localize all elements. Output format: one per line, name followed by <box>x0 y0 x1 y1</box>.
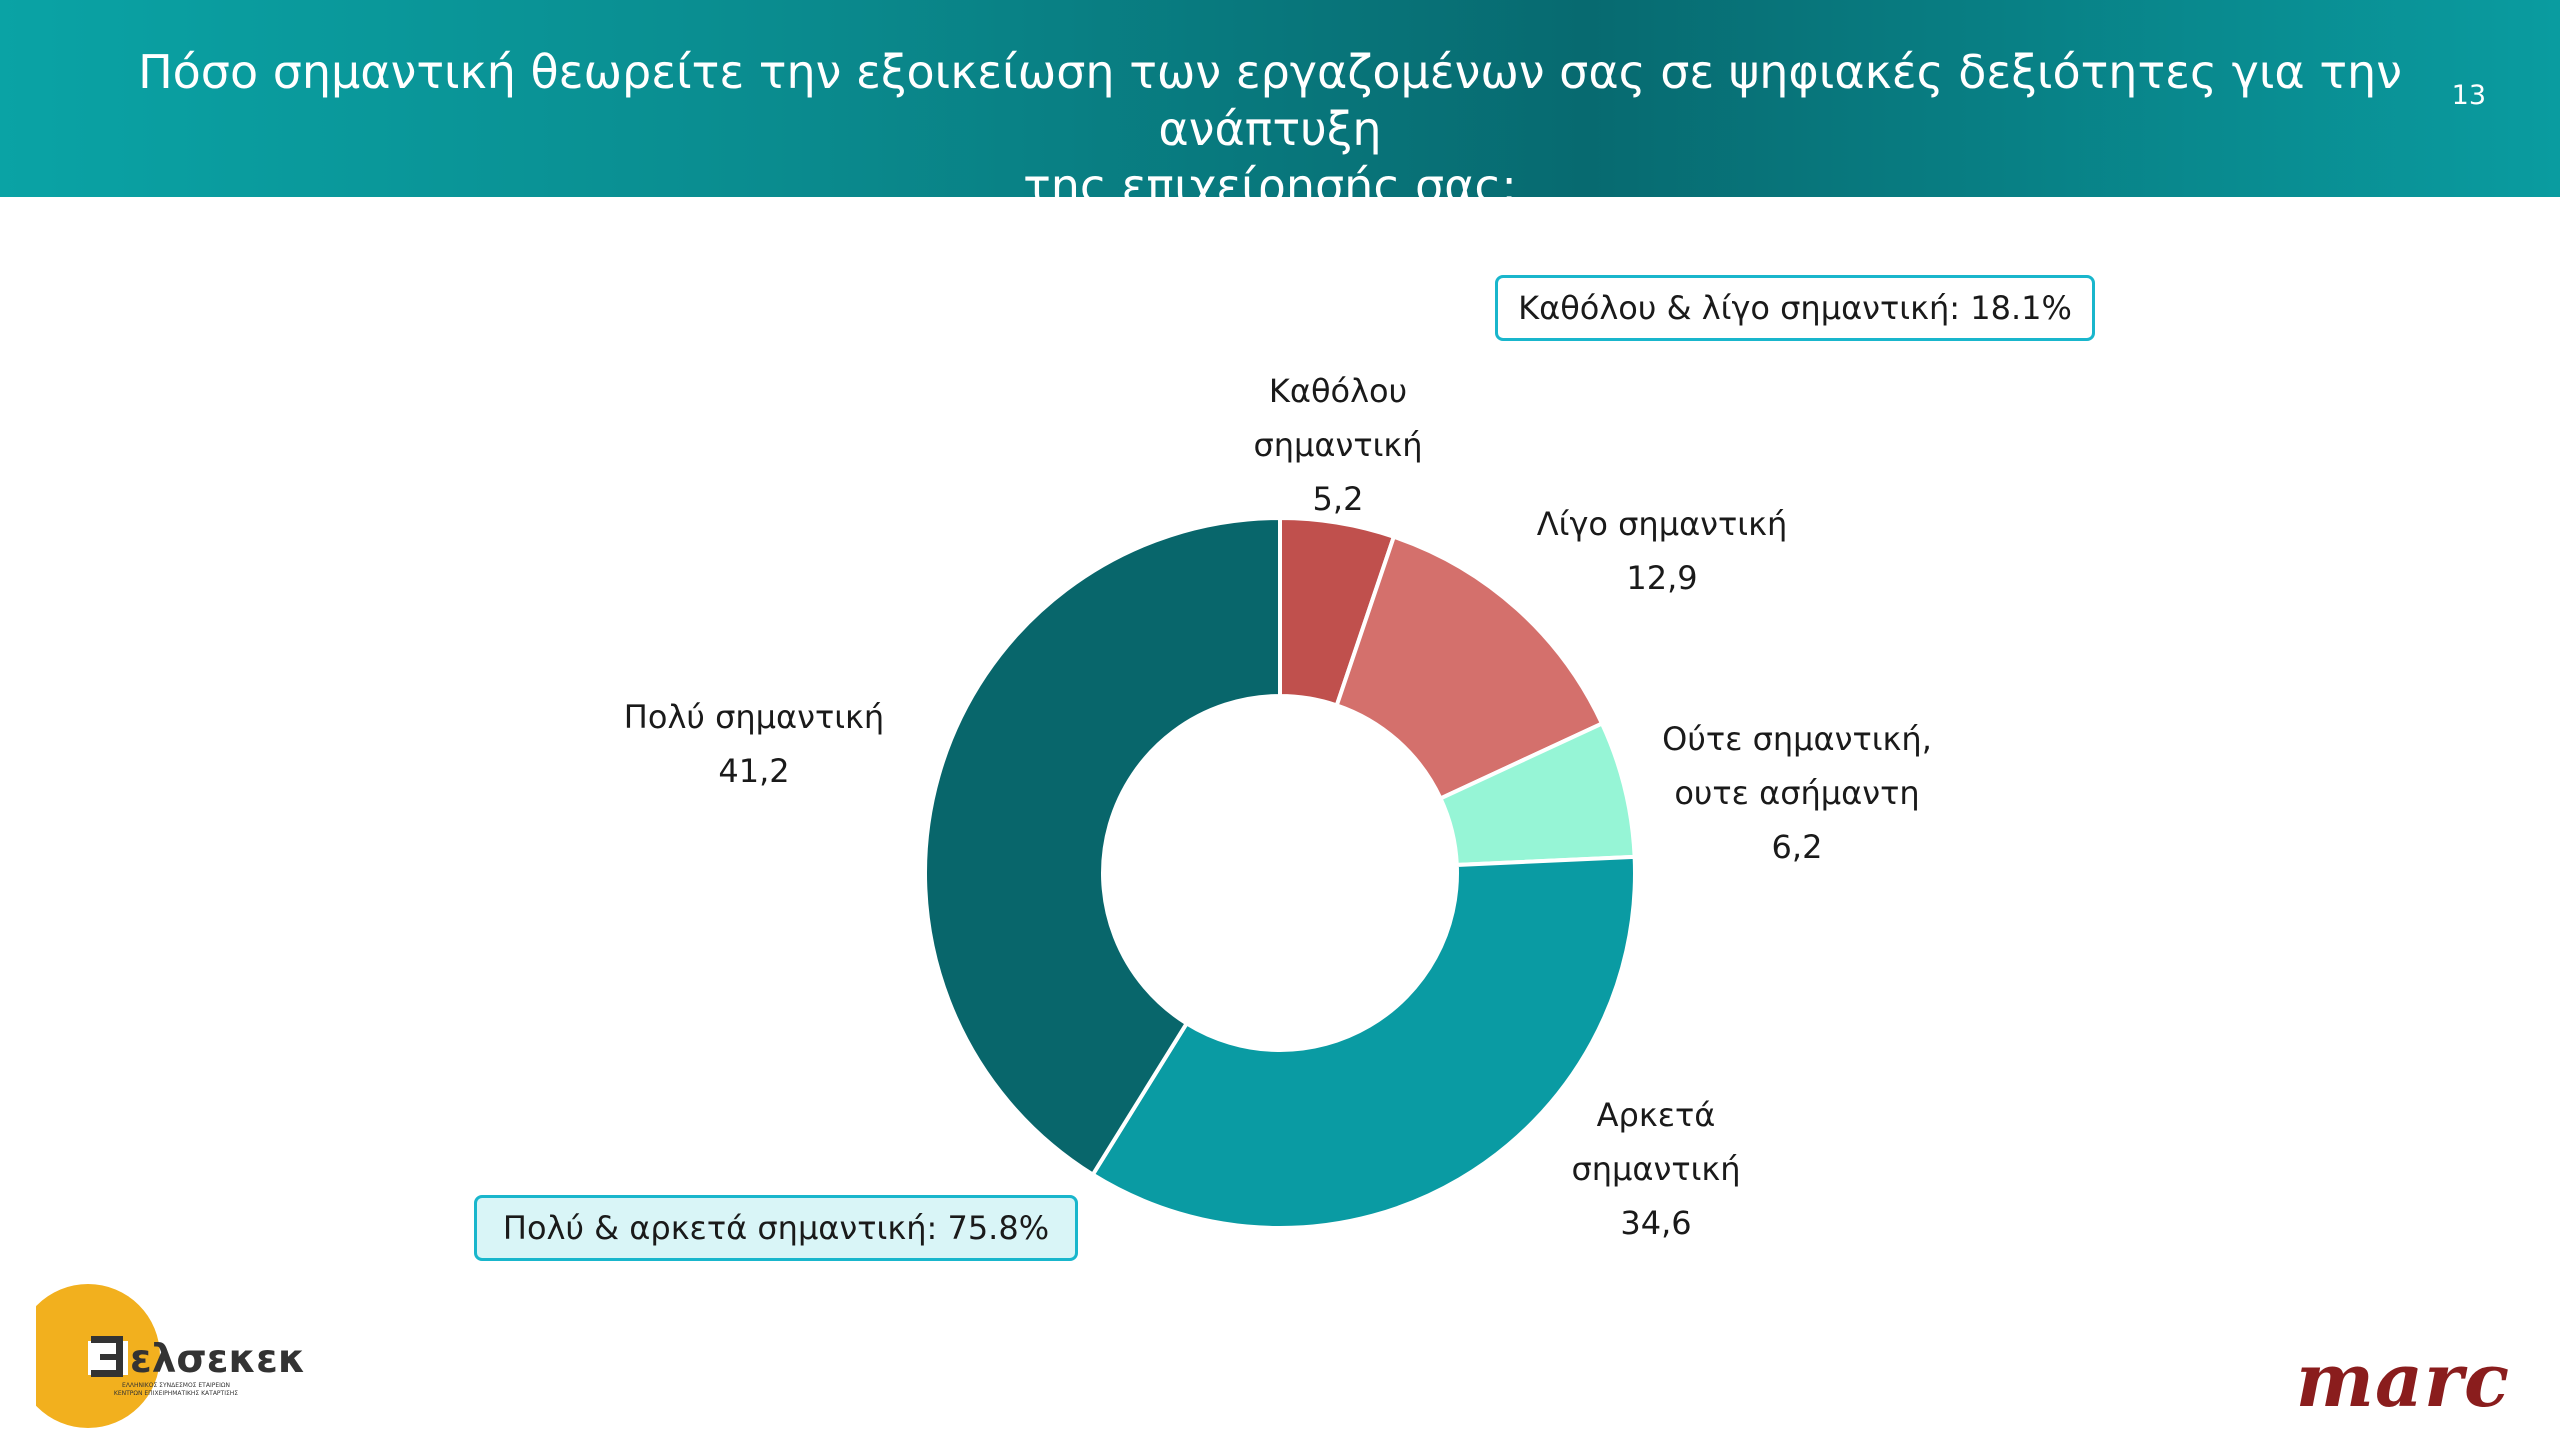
slice-label-3: Ούτε σημαντική, <box>1662 720 1932 758</box>
slice-label-4: σημαντική <box>1571 1150 1740 1188</box>
slice-label-5: Πολύ σημαντική <box>624 698 884 736</box>
elsekek-logo-subtitle-2: ΚΕΝΤΡΩΝ ΕΠΙΧΕΙΡΗΜΑΤΙΚΗΣ ΚΑΤΑΡΤΙΣΗΣ <box>114 1390 238 1397</box>
summary-high-importance: Πολύ & αρκετά σημαντική: 75.8% <box>474 1195 1078 1261</box>
slice-label-1: σημαντική <box>1253 426 1422 464</box>
slice-label-1: Καθόλου <box>1269 372 1407 410</box>
slice-label-4: Αρκετά <box>1597 1096 1716 1134</box>
donut-slice-2 <box>1334 534 1605 802</box>
header-bar: Πόσο σημαντική θεωρείτε την εξοικείωση τ… <box>0 0 2560 213</box>
slice-label-3: ουτε ασήμαντη <box>1674 774 1919 812</box>
donut-slice-4 <box>1090 854 1637 1230</box>
slice-value-3: 6,2 <box>1772 828 1823 866</box>
slice-value-2: 12,9 <box>1626 559 1697 597</box>
slice-labels: Καθόλου σημαντική 5,2 Λίγο σημαντική 12,9 Ούτ… <box>624 372 1932 1242</box>
elsekek-logo-name: ελσεκεκ <box>130 1337 306 1382</box>
summary-low-importance: Καθόλου & λίγο σημαντική: 18.1% <box>1495 275 2095 341</box>
slice-value-4: 34,6 <box>1620 1204 1691 1242</box>
slice-value-1: 5,2 <box>1313 480 1364 518</box>
elsekek-logo-mark: ελσεκεκ ΕΛΛΗΝΙΚΟΣ ΣΥΝΔΕΣΜΟΣ ΕΤΑΙΡΕΙΩΝ ΚΕ… <box>16 1284 306 1428</box>
page-number: 13 <box>2451 80 2486 111</box>
slice-value-5: 41,2 <box>718 752 789 790</box>
page-title: Πόσο σημαντική θεωρείτε την εξοικείωση τ… <box>138 45 2402 213</box>
marc-logo: marc <box>2295 1338 2510 1424</box>
donut-chart: Καθόλου σημαντική 5,2 Λίγο σημαντική 12,9 Ούτ… <box>0 197 2560 1440</box>
donut-slice-5 <box>923 515 1282 1178</box>
slice-label-2: Λίγο σημαντική <box>1537 505 1788 543</box>
donut-chart-svg: Καθόλου σημαντική 5,2 Λίγο σημαντική 12,9 Ούτ… <box>624 372 1932 1242</box>
elsekek-logo-subtitle-1: ΕΛΛΗΝΙΚΟΣ ΣΥΝΔΕΣΜΟΣ ΕΤΑΙΡΕΙΩΝ <box>122 1382 230 1389</box>
elsekek-logo: ελσεκεκ ΕΛΛΗΝΙΚΟΣ ΣΥΝΔΕΣΜΟΣ ΕΤΑΙΡΕΙΩΝ ΚΕ… <box>16 1282 336 1432</box>
donut-slices <box>923 515 1637 1230</box>
